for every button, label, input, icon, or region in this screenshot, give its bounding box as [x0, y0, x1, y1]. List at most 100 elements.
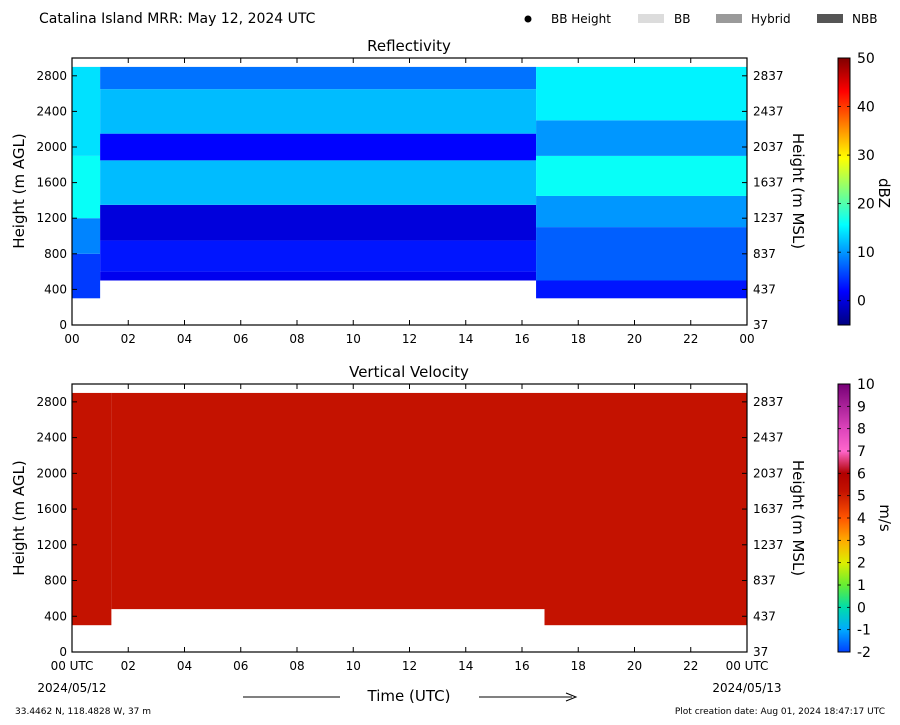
y-tick-label: 2400 [36, 104, 67, 118]
reflectivity-cell [100, 271, 537, 281]
y-tick-label: 400 [44, 609, 67, 623]
reflectivity-cell [100, 133, 537, 161]
legend-label: BB [674, 12, 690, 26]
end-date: 2024/05/13 [712, 681, 781, 695]
velocity-ylabel-right: Height (m MSL) [789, 460, 807, 576]
x-tick-label: 14 [458, 332, 473, 346]
y-tick-label: 2000 [36, 466, 67, 480]
velocity-ylabel: Height (m AGL) [10, 460, 28, 575]
colorbar-tick-label: 8 [857, 422, 866, 438]
colorbar-tick-label: 40 [857, 100, 875, 116]
time-arrow-head [565, 692, 578, 702]
reflectivity-cell [100, 204, 537, 241]
y-tick-label: 0 [59, 318, 67, 332]
y-tick-label: 2400 [36, 431, 67, 445]
velocity-cell [544, 392, 747, 626]
colorbar-tick-label: -1 [857, 623, 871, 639]
y-tick-label-right: 437 [753, 282, 776, 296]
velocity-field [72, 392, 747, 626]
colorbar-tick-label: 7 [857, 444, 866, 460]
x-tick-label: 22 [683, 332, 698, 346]
time-axis-label: Time (UTC) [367, 687, 451, 705]
creation-date: Plot creation date: Aug 01, 2024 18:47:1… [675, 707, 885, 717]
y-tick-label: 1200 [36, 538, 67, 552]
x-tick-label: 10 [346, 659, 361, 673]
reflectivity-cell [536, 66, 747, 121]
x-tick-label: 06 [233, 659, 248, 673]
velocity-panel: Vertical Velocity 00 UTC 02 04 06 08 10 12 14 16… [10, 363, 894, 673]
x-tick-label: 04 [177, 659, 192, 673]
y-tick-label-right: 437 [753, 609, 776, 623]
reflectivity-ylabel-right: Height (m MSL) [789, 133, 807, 249]
y-tick-label: 1600 [36, 176, 67, 190]
x-tick-label: 16 [514, 659, 529, 673]
station-coords: 33.4462 N, 118.4828 W, 37 m [15, 707, 151, 717]
x-tick-label: 08 [289, 332, 304, 346]
colorbar-tick-label: 5 [857, 489, 866, 505]
x-tick-label: 02 [121, 659, 136, 673]
velocity-colorbar-ticks: -2 -1 0 1 2 3 4 5 6 7 8 9 10 [838, 377, 875, 661]
y-tick-label-right: 1237 [753, 211, 784, 225]
y-tick-label: 800 [44, 247, 67, 261]
y-tick-label-right: 2437 [753, 104, 784, 118]
reflectivity-cell [536, 280, 747, 299]
reflectivity-cell [100, 89, 537, 134]
y-tick-label: 2800 [36, 395, 67, 409]
colorbar-tick-label: 10 [857, 377, 875, 393]
y-tick-label-right: 2037 [753, 140, 784, 154]
colorbar-tick-label: 2 [857, 556, 866, 572]
reflectivity-colorbar [837, 57, 851, 326]
reflectivity-cell [72, 155, 101, 219]
y-tick-label-right: 37 [753, 318, 768, 332]
legend-swatch-nbb [817, 14, 843, 23]
x-tick-label: 16 [514, 332, 529, 346]
y-tick-label-right: 37 [753, 645, 768, 659]
legend-label: Hybrid [751, 12, 791, 26]
reflectivity-cell [536, 155, 747, 196]
reflectivity-colorbar-ticks: 0 10 20 30 40 50 [838, 51, 875, 310]
colorbar-tick-label: 30 [857, 148, 875, 164]
y-tick-label-right: 2437 [753, 431, 784, 445]
y-tick-label-right: 2837 [753, 69, 784, 83]
y-tick-label-right: 1237 [753, 538, 784, 552]
reflectivity-cell [100, 66, 537, 90]
reflectivity-cell [100, 240, 537, 272]
legend-label: NBB [852, 12, 877, 26]
legend-label: BB Height [551, 12, 611, 26]
reflectivity-colorbar-label: dBZ [875, 178, 893, 208]
y-tick-label: 2000 [36, 140, 67, 154]
reflectivity-cell [100, 160, 537, 205]
colorbar-tick-label: 6 [857, 466, 866, 482]
x-tick-label: 20 [627, 332, 642, 346]
reflectivity-cell [536, 120, 747, 156]
figure-title: Catalina Island MRR: May 12, 2024 UTC [39, 11, 316, 27]
x-tick-label: 14 [458, 659, 473, 673]
legend-swatch-hybrid [716, 14, 742, 23]
velocity-cell [72, 392, 112, 626]
y-tick-label: 0 [59, 645, 67, 659]
x-tick-label: 08 [289, 659, 304, 673]
colorbar-tick-label: 50 [857, 51, 875, 67]
reflectivity-panel: Reflectivity 00 02 04 06 08 10 12 14 16 18 20 22 000… [10, 37, 893, 346]
y-tick-label: 400 [44, 282, 67, 296]
y-tick-label-right: 837 [753, 247, 776, 261]
colorbar-tick-label: 10 [857, 245, 875, 261]
y-tick-label-right: 837 [753, 574, 776, 588]
colorbar-tick-label: 3 [857, 533, 866, 549]
y-tick-label: 800 [44, 574, 67, 588]
start-date: 2024/05/12 [37, 681, 106, 695]
y-tick-label-right: 1637 [753, 502, 784, 516]
x-tick-label: 18 [571, 659, 586, 673]
x-tick-label: 18 [571, 332, 586, 346]
reflectivity-title: Reflectivity [367, 37, 451, 55]
colorbar-tick-label: 9 [857, 399, 866, 415]
reflectivity-cell [72, 253, 101, 299]
header-legend: BB Height BB Hybrid NBB [524, 12, 877, 26]
reflectivity-cell [536, 195, 747, 228]
x-tick-label: 04 [177, 332, 192, 346]
velocity-title: Vertical Velocity [349, 363, 469, 381]
colorbar-tick-label: 20 [857, 197, 875, 213]
